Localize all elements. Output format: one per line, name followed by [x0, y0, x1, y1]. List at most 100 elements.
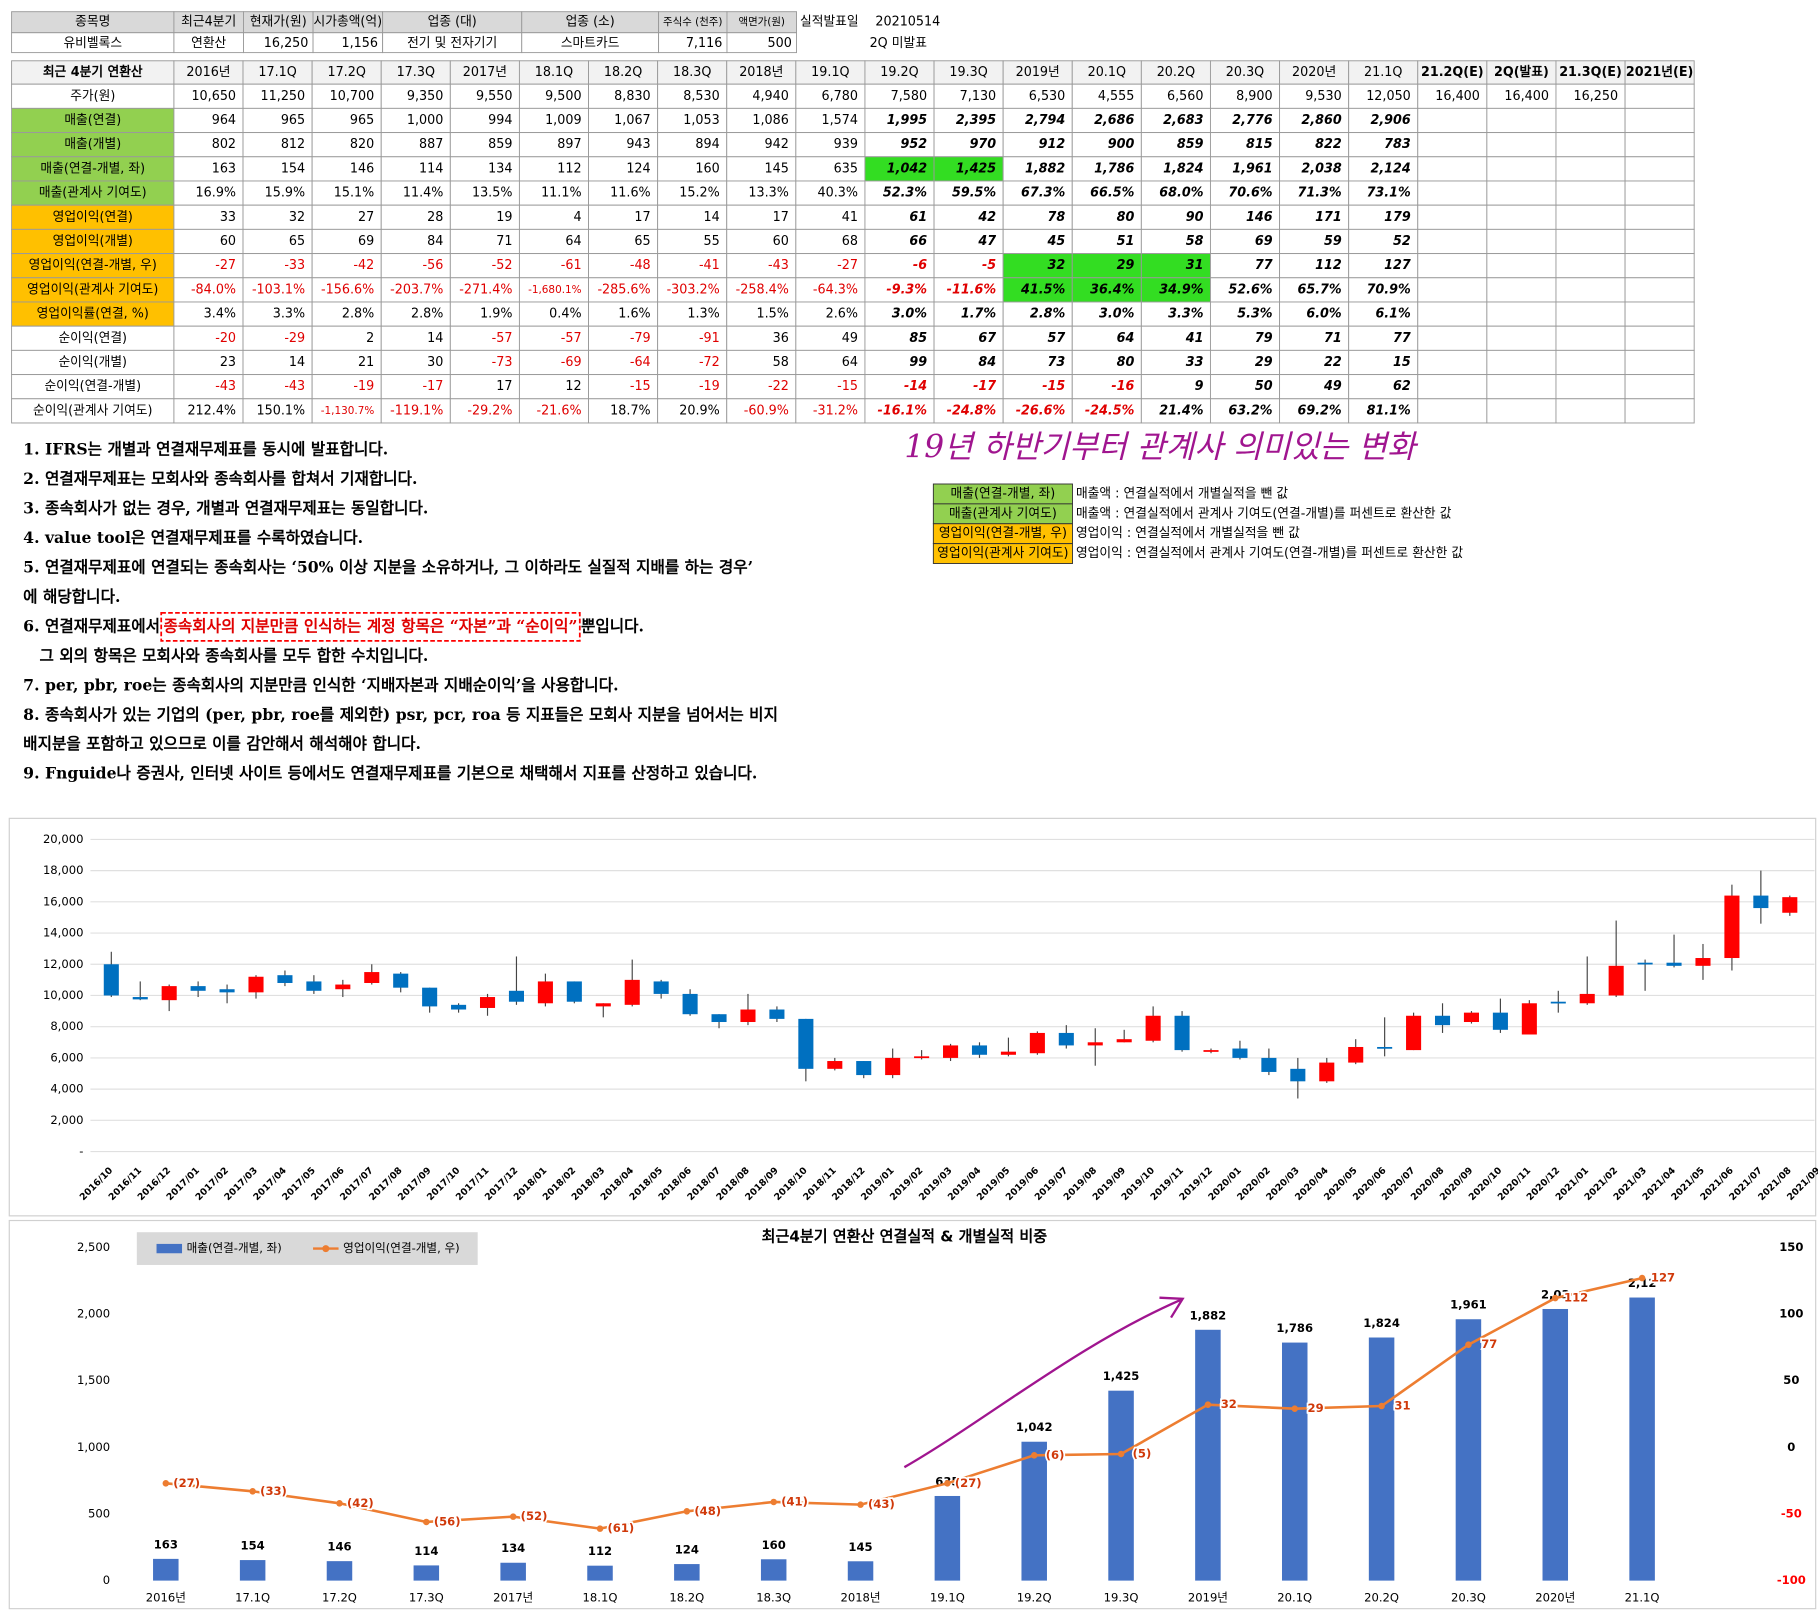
cell	[1624, 180, 1695, 206]
cell-value: 2,395	[956, 113, 996, 128]
cell-value: 70.9%	[1367, 282, 1411, 297]
cell-value: -15	[1042, 379, 1065, 394]
cell	[795, 132, 866, 158]
candle-body	[1348, 1046, 1364, 1063]
cell	[173, 204, 244, 230]
cell-value: 6.1%	[1375, 307, 1411, 322]
cell	[588, 349, 659, 376]
cell	[1555, 204, 1626, 230]
cell	[864, 349, 935, 376]
candle-body	[306, 981, 322, 991]
x-tick-label: 18.1Q	[583, 1591, 618, 1605]
cell	[518, 132, 589, 158]
cell	[1486, 107, 1557, 134]
candle-body	[161, 986, 177, 1001]
cell	[1624, 204, 1695, 230]
y2-tick-label: -100	[1777, 1573, 1806, 1587]
y-tick-label: 2,000	[50, 1113, 83, 1127]
legend-note-label: 영업이익(연결-개별, 우)	[939, 526, 1067, 541]
cell-value: -285.6%	[597, 282, 650, 297]
cell-value: 887	[419, 137, 443, 152]
cell-value: 41	[1185, 331, 1204, 346]
cell	[1417, 180, 1488, 206]
cell	[1624, 253, 1695, 279]
cell-value: 77	[1255, 258, 1273, 273]
cell-value: 7,130	[960, 89, 996, 104]
cell-value: 2.8%	[1030, 307, 1066, 322]
row-label: 영업이익(개별)	[53, 234, 133, 249]
x-tick-label: 19.1Q	[930, 1591, 965, 1605]
candle-body	[1753, 895, 1769, 909]
cell-value: 41	[842, 210, 858, 225]
bar-label: 1,824	[1363, 1316, 1400, 1330]
cell-value: 64	[565, 234, 581, 249]
cell-value: 9	[1195, 379, 1204, 394]
cell-value: 859	[488, 137, 512, 152]
cell-value: 1,000	[407, 113, 443, 128]
table-header: 2021년(E)	[1626, 65, 1694, 80]
cell	[1002, 277, 1073, 303]
cell-value: 2,906	[1370, 113, 1410, 128]
cell	[1555, 107, 1626, 134]
cell	[933, 349, 1004, 376]
cell	[1486, 277, 1557, 303]
cell-value: 17	[773, 210, 789, 225]
line-point	[1030, 1452, 1038, 1459]
cell	[380, 349, 451, 376]
cell-value: 1,961	[1232, 161, 1272, 176]
info-value: 7,116	[686, 36, 722, 51]
candle-body	[537, 981, 553, 1004]
note-text: 배지분을 포함하고 있으므로 이를 감안해서 해석해야 합니다.	[23, 734, 421, 753]
candle-body	[1724, 895, 1740, 959]
cell-value: 79	[1255, 331, 1273, 346]
cell-value: 78	[1048, 210, 1066, 225]
report-note: 2Q 미발표	[870, 36, 928, 51]
bar-label: 163	[154, 1537, 178, 1551]
cell	[1002, 204, 1073, 230]
line-label: (48)	[694, 1504, 721, 1518]
cell	[726, 277, 797, 303]
bar-label: 114	[414, 1544, 438, 1558]
y-tick-label: 14,000	[43, 926, 84, 940]
legend-note-label: 매출(연결-개별, 좌)	[951, 486, 1056, 501]
cell	[1348, 349, 1419, 376]
table-header: 19.1Q	[811, 65, 849, 80]
cell-value: 2.8%	[411, 307, 443, 322]
legend-note-text: 영업이익 : 연결실적에서 개별실적을 뺀 값	[1076, 526, 1300, 541]
cell-value: 11.1%	[541, 186, 581, 201]
y-tick-label: 20,000	[43, 832, 84, 846]
note-text: 3. 종속회사가 없는 경우, 개별과 연결재무제표는 동일합니다.	[23, 498, 428, 517]
cell-value: 2,776	[1232, 113, 1272, 128]
line-label: (27)	[173, 1476, 200, 1490]
candle-body	[335, 984, 351, 990]
cell-value: 150.1%	[257, 403, 306, 418]
cell-value: -21.6%	[536, 403, 581, 418]
cell-value: 41.5%	[1020, 282, 1065, 297]
line-point	[336, 1500, 343, 1507]
cell	[1486, 132, 1557, 158]
cell	[242, 180, 313, 206]
cell	[1555, 325, 1626, 351]
cell-value: 939	[834, 137, 858, 152]
cell	[449, 156, 520, 182]
cell	[173, 301, 244, 327]
y-tick-label: 16,000	[43, 894, 84, 908]
candle-body	[885, 1057, 901, 1076]
cell	[726, 349, 797, 376]
x-tick-label: 2020년	[1535, 1591, 1575, 1605]
candle-body	[103, 964, 119, 996]
cell	[795, 301, 866, 327]
cell	[449, 228, 520, 255]
cell-value: 19	[496, 210, 512, 225]
cell-value: 4,555	[1098, 89, 1134, 104]
candle-body	[219, 989, 235, 993]
cell-value: 12,050	[1366, 89, 1411, 104]
cell-value: 0.4%	[549, 307, 581, 322]
candle-body	[1058, 1032, 1074, 1046]
cell-value: -17	[423, 379, 444, 394]
x-tick-label: 2017년	[493, 1591, 533, 1605]
cell-value: 59.5%	[952, 186, 996, 201]
cell-value: 6,530	[1029, 89, 1065, 104]
cell	[380, 301, 451, 327]
cell-value: 952	[900, 137, 927, 152]
